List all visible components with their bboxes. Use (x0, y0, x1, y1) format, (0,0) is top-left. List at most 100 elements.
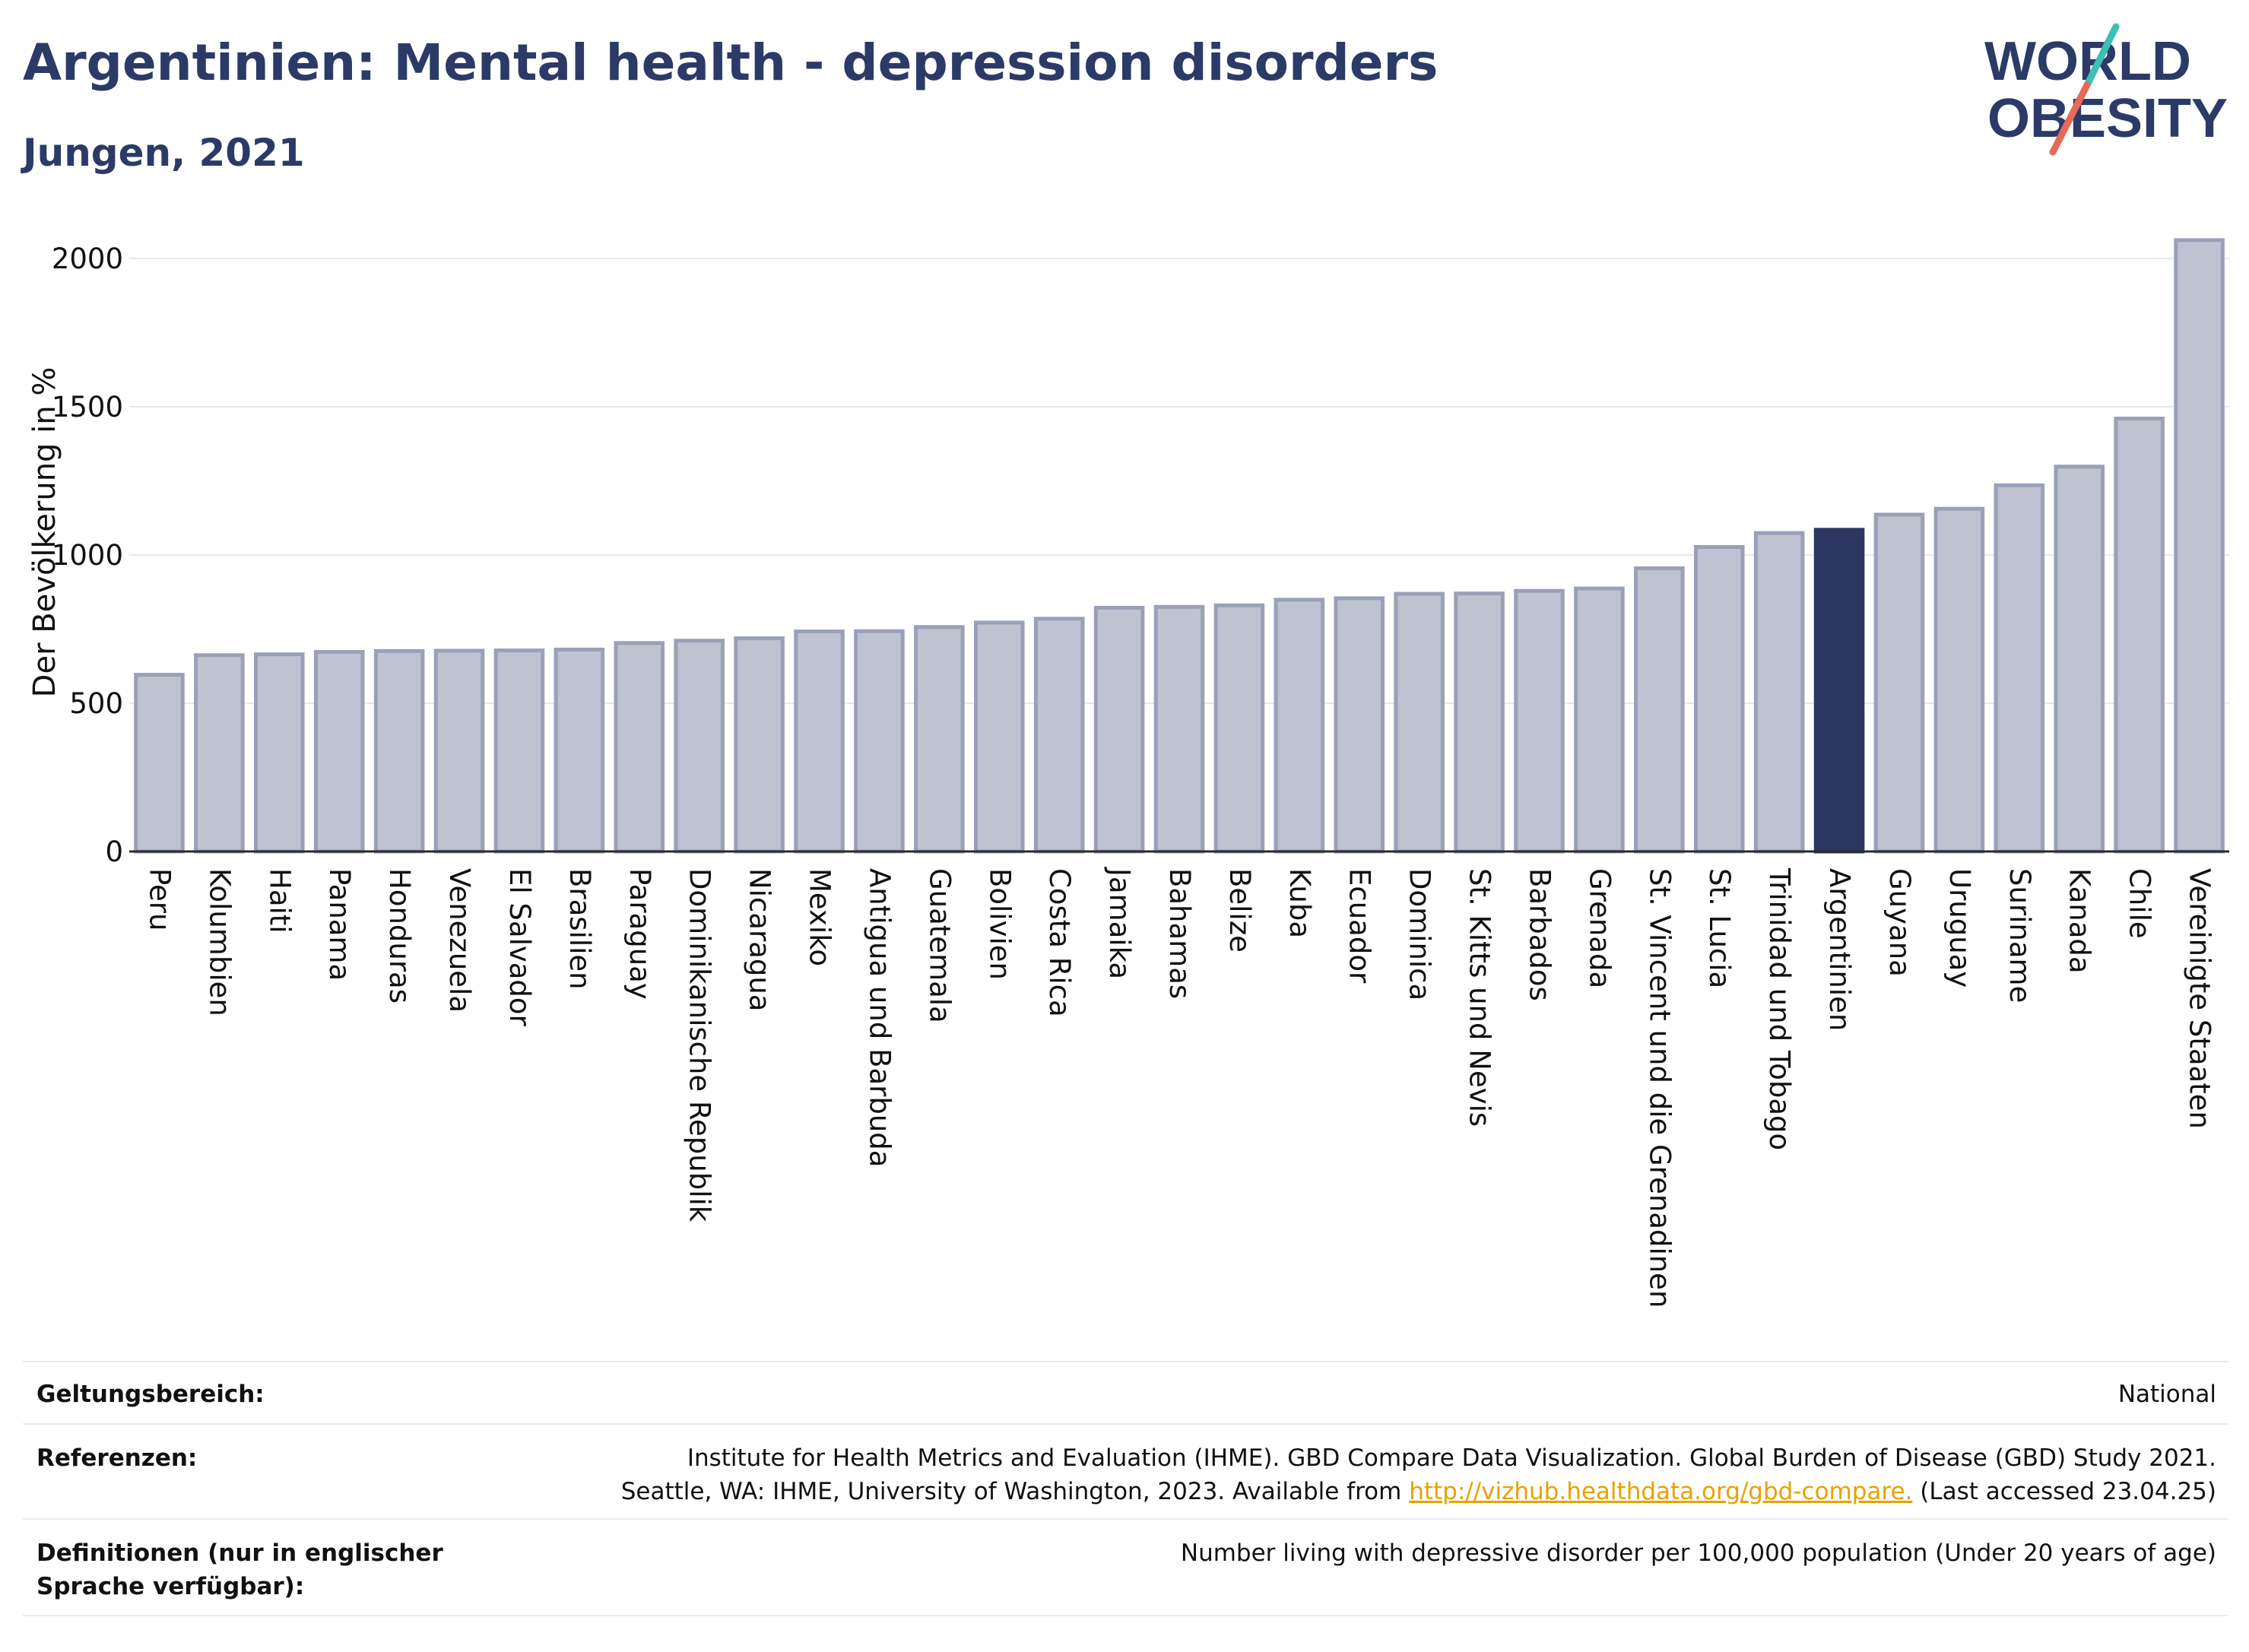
x-tick-label: Paraguay (623, 868, 656, 1000)
x-tick-label: Honduras (383, 868, 416, 1004)
x-tick-label: Kuba (1283, 868, 1316, 938)
references-line-2: Seattle, WA: IHME, University of Washing… (621, 1475, 2216, 1508)
bar-chile[interactable] (2114, 417, 2165, 854)
bar-st-kitts-und-nevis[interactable] (1454, 591, 1505, 854)
x-tick-label: Dominikanische Republik (684, 868, 716, 1222)
x-tick-label: Kanada (2063, 868, 2096, 974)
references-link[interactable]: http://vizhub.healthdata.org/gbd-compare… (1409, 1478, 1913, 1505)
page-title: Argentinien: Mental health - depression … (23, 33, 1439, 92)
x-tick-label: Panama (323, 868, 356, 981)
bar-bahamas[interactable] (1153, 604, 1205, 854)
x-tick-label: Venezuela (443, 868, 476, 1013)
x-axis-ticks: Peru Kolumbien Haiti Panama Honduras Venezuel… (143, 867, 2216, 1308)
bars (134, 238, 2225, 854)
bar-mexiko[interactable] (794, 629, 845, 854)
x-tick-label: Antigua und Barbuda (863, 868, 896, 1167)
x-tick-label: Grenada (1583, 868, 1616, 988)
bar-paraguay[interactable] (614, 641, 665, 854)
bar-bolivien[interactable] (973, 620, 1025, 854)
x-tick-label: Chile (2124, 868, 2156, 939)
info-row-definitions: Definitionen (nur in englischer Sprache … (23, 1518, 2228, 1616)
bar-el-salvador[interactable] (493, 648, 545, 854)
definitions-label: Definitionen (nur in englischer Sprache … (36, 1539, 443, 1600)
bar-guyana[interactable] (1873, 512, 1925, 854)
x-tick-label: Haiti (263, 868, 296, 934)
bar-suriname[interactable] (1994, 483, 2045, 854)
bar-uruguay[interactable] (1933, 506, 1985, 854)
bar-peru[interactable] (134, 673, 185, 854)
x-tick-label: St. Kitts und Nevis (1464, 868, 1496, 1127)
x-tick-label: Dominica (1404, 868, 1436, 1000)
logo-text-obesity: OBESITY (1987, 88, 2228, 149)
y-tick-label: 2000 (52, 243, 123, 275)
definitions-value: Number living with depressive disorder p… (1180, 1539, 2216, 1567)
x-tick-label: Belize (1223, 868, 1256, 953)
bar-panama[interactable] (313, 650, 365, 854)
x-tick-label: Nicaragua (744, 868, 776, 1011)
x-tick-label: El Salvador (503, 868, 536, 1027)
bar-argentinien[interactable] (1813, 528, 1865, 854)
x-tick-label: Bolivien (983, 868, 1016, 980)
bar-st-lucia[interactable] (1693, 544, 1745, 854)
bar-grenada[interactable] (1574, 586, 1625, 854)
x-tick-label: Guatemala (923, 868, 956, 1023)
page-subtitle: Jungen, 2021 (23, 131, 305, 175)
bar-jamaika[interactable] (1093, 605, 1145, 854)
scope-label: Geltungsbereich: (36, 1381, 265, 1408)
bar-antigua-und-barbuda[interactable] (854, 629, 905, 854)
references-value: Institute for Health Metrics and Evaluat… (621, 1441, 2216, 1508)
x-tick-label: Suriname (2003, 868, 2036, 1003)
x-tick-label: Mexiko (804, 868, 836, 966)
x-tick-label: Barbados (1523, 868, 1556, 1001)
x-tick-label: St. Lucia (1703, 868, 1736, 988)
bar-vereinigte-staaten[interactable] (2174, 238, 2225, 854)
y-tick-label: 1000 (52, 539, 123, 572)
bar-dominica[interactable] (1394, 591, 1445, 854)
bar-chart: 0 500 1000 1500 2000 Peru Kolumbien Haiti Panam… (27, 238, 2229, 1308)
references-line-2-post: (Last accessed 23.04.25) (1912, 1478, 2216, 1505)
bar-guatemala[interactable] (914, 625, 965, 854)
x-tick-label: Trinidad und Tobago (1763, 867, 1796, 1150)
logo-slash-teal (2083, 23, 2120, 89)
x-tick-label: Uruguay (1943, 868, 1976, 988)
bar-kolumbien[interactable] (194, 653, 245, 854)
x-tick-label: Kolumbien (203, 868, 236, 1016)
references-line-2-pre: Seattle, WA: IHME, University of Washing… (620, 1478, 1410, 1505)
bar-kuba[interactable] (1274, 598, 1325, 854)
bar-honduras[interactable] (373, 648, 425, 854)
x-tick-label: Argentinien (1823, 868, 1856, 1031)
y-tick-label: 1500 (52, 391, 123, 423)
bar-brasilien[interactable] (554, 647, 605, 854)
bar-venezuela[interactable] (433, 648, 485, 854)
x-tick-label: Costa Rica (1043, 868, 1076, 1017)
world-obesity-logo: WORLD OBESITY (1984, 23, 2228, 156)
y-tick-label: 500 (69, 687, 123, 720)
bar-costa-rica[interactable] (1033, 617, 1085, 854)
x-tick-label: Ecuador (1343, 868, 1376, 984)
x-tick-label: Brasilien (563, 868, 596, 990)
y-axis-ticks: 0 500 1000 1500 2000 (52, 243, 123, 868)
references-label: Referenzen: (36, 1444, 198, 1472)
bar-trinidad-und-tobago[interactable] (1753, 531, 1805, 854)
bar-kanada[interactable] (2054, 465, 2105, 854)
x-tick-label: Peru (143, 868, 176, 931)
references-line-1: Institute for Health Metrics and Evaluat… (687, 1444, 2216, 1472)
x-tick-label: Jamaika (1103, 867, 1136, 979)
bar-nicaragua[interactable] (734, 636, 785, 854)
info-row-references: Referenzen: Institute for Health Metrics… (23, 1423, 2228, 1520)
scope-value: National (2117, 1381, 2216, 1408)
bar-st-vincent-und-die-grenadinen[interactable] (1634, 566, 1685, 854)
bar-dominikanische-republik[interactable] (674, 639, 725, 854)
x-tick-label: Bahamas (1163, 868, 1196, 999)
bar-belize[interactable] (1213, 603, 1265, 854)
bar-ecuador[interactable] (1334, 596, 1385, 854)
x-tick-label: St. Vincent und die Grenadinen (1643, 868, 1676, 1308)
y-axis-label: Der Bevölkerung in % (27, 367, 62, 698)
bar-barbados[interactable] (1514, 588, 1565, 854)
bar-haiti[interactable] (254, 652, 305, 854)
logo-slash-coral (2049, 81, 2091, 156)
y-tick-label: 0 (105, 836, 123, 868)
x-tick-label: Vereinigte Staaten (2184, 868, 2216, 1129)
x-tick-label: Guyana (1883, 868, 1916, 977)
info-row-scope: Geltungsbereich: National (23, 1361, 2228, 1425)
